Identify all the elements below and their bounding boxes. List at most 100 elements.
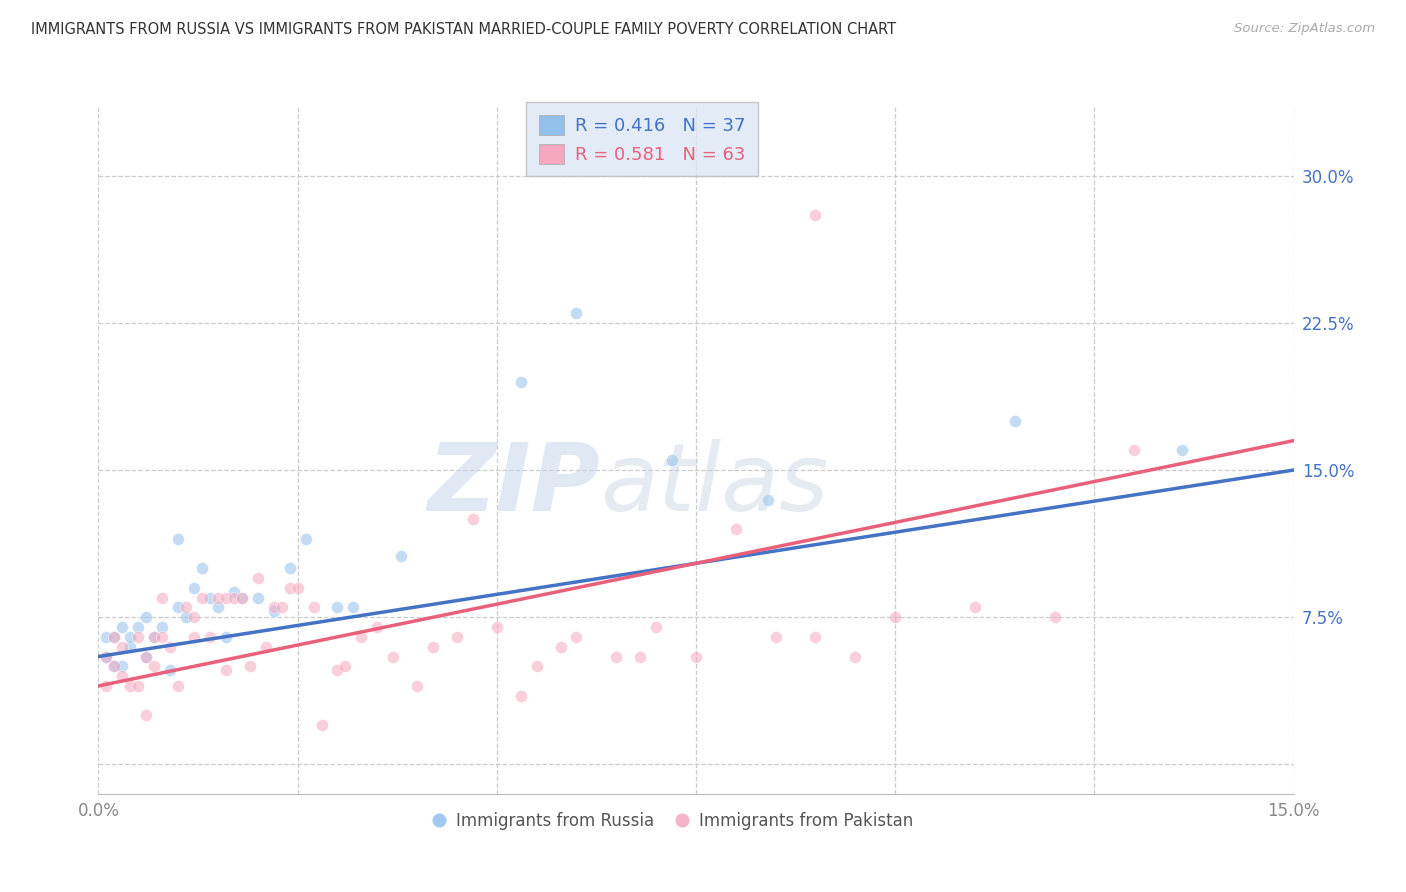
Point	[485, 620, 508, 634]
Point	[127, 679, 149, 693]
Point	[422, 640, 444, 654]
Point	[231, 591, 253, 605]
Point	[294, 532, 316, 546]
Point	[311, 718, 333, 732]
Point	[565, 306, 588, 320]
Point	[103, 630, 125, 644]
Point	[326, 600, 349, 615]
Point	[207, 600, 229, 615]
Point	[111, 620, 134, 634]
Point	[565, 630, 588, 644]
Point	[143, 630, 166, 644]
Point	[150, 620, 173, 634]
Point	[111, 669, 134, 683]
Point	[246, 571, 269, 585]
Point	[191, 591, 214, 605]
Point	[103, 630, 125, 644]
Point	[645, 620, 668, 634]
Point	[765, 630, 787, 644]
Point	[150, 630, 173, 644]
Text: IMMIGRANTS FROM RUSSIA VS IMMIGRANTS FROM PAKISTAN MARRIED-COUPLE FAMILY POVERTY: IMMIGRANTS FROM RUSSIA VS IMMIGRANTS FRO…	[31, 22, 896, 37]
Point	[174, 610, 197, 624]
Text: Source: ZipAtlas.com: Source: ZipAtlas.com	[1234, 22, 1375, 36]
Point	[382, 649, 405, 664]
Point	[167, 679, 190, 693]
Point	[1123, 443, 1146, 458]
Point	[724, 522, 747, 536]
Point	[963, 600, 986, 615]
Text: ZIP: ZIP	[427, 439, 600, 531]
Text: atlas: atlas	[600, 439, 828, 531]
Point	[215, 630, 238, 644]
Point	[685, 649, 707, 664]
Point	[342, 600, 364, 615]
Point	[96, 679, 118, 693]
Point	[605, 649, 627, 664]
Point	[254, 640, 277, 654]
Point	[111, 659, 134, 673]
Point	[174, 600, 197, 615]
Point	[111, 640, 134, 654]
Point	[446, 630, 468, 644]
Point	[143, 630, 166, 644]
Point	[756, 492, 779, 507]
Point	[239, 659, 262, 673]
Point	[127, 620, 149, 634]
Point	[159, 640, 181, 654]
Point	[215, 663, 238, 677]
Point	[550, 640, 572, 654]
Point	[270, 600, 292, 615]
Point	[183, 610, 205, 624]
Point	[135, 649, 157, 664]
Point	[135, 708, 157, 723]
Point	[143, 659, 166, 673]
Point	[191, 561, 214, 575]
Point	[406, 679, 429, 693]
Point	[96, 649, 118, 664]
Point	[389, 549, 412, 564]
Point	[661, 453, 683, 467]
Point	[159, 663, 181, 677]
Point	[278, 581, 301, 595]
Point	[120, 679, 142, 693]
Point	[335, 659, 357, 673]
Point	[366, 620, 388, 634]
Point	[263, 600, 285, 615]
Point	[1004, 414, 1026, 428]
Point	[350, 630, 373, 644]
Point	[263, 604, 285, 618]
Point	[884, 610, 907, 624]
Point	[167, 532, 190, 546]
Point	[278, 561, 301, 575]
Point	[135, 610, 157, 624]
Point	[287, 581, 309, 595]
Point	[120, 630, 142, 644]
Point	[207, 591, 229, 605]
Point	[804, 208, 827, 222]
Point	[103, 659, 125, 673]
Point	[804, 630, 827, 644]
Point	[302, 600, 325, 615]
Point	[222, 591, 245, 605]
Point	[198, 591, 221, 605]
Point	[222, 584, 245, 599]
Point	[509, 375, 531, 389]
Point	[628, 649, 651, 664]
Point	[526, 659, 548, 673]
Point	[96, 630, 118, 644]
Point	[844, 649, 866, 664]
Point	[1043, 610, 1066, 624]
Point	[246, 591, 269, 605]
Point	[183, 630, 205, 644]
Point	[1171, 443, 1194, 458]
Point	[215, 591, 238, 605]
Point	[326, 663, 349, 677]
Point	[198, 630, 221, 644]
Point	[135, 649, 157, 664]
Point	[509, 689, 531, 703]
Legend: Immigrants from Russia, Immigrants from Pakistan: Immigrants from Russia, Immigrants from …	[425, 805, 920, 837]
Point	[231, 591, 253, 605]
Point	[183, 581, 205, 595]
Point	[120, 640, 142, 654]
Point	[461, 512, 484, 526]
